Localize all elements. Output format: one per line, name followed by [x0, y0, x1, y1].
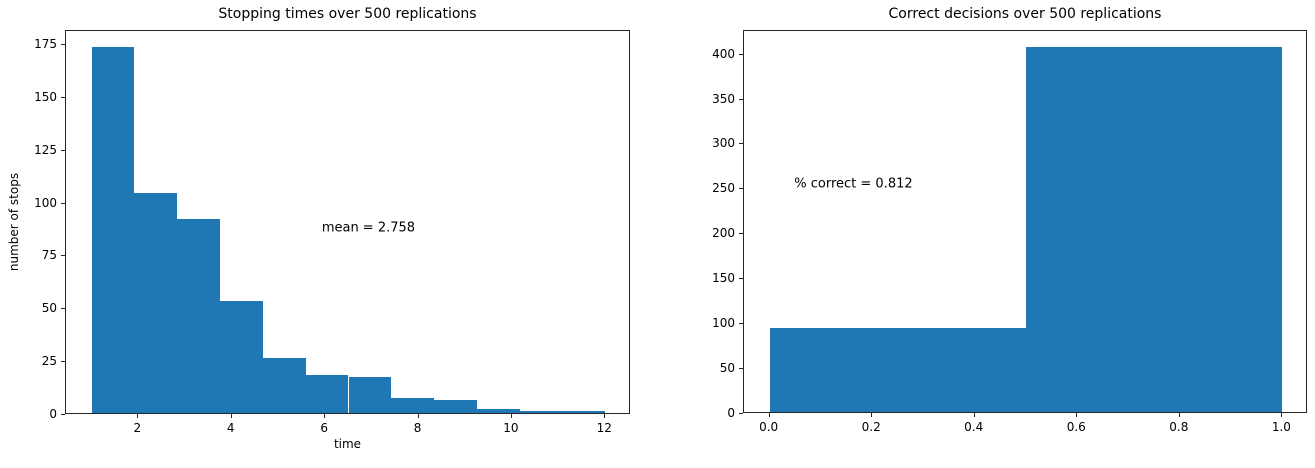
histogram-bar: [769, 327, 1026, 412]
y-tick-label: 150: [34, 89, 57, 104]
histogram-bar: [134, 193, 178, 413]
y-tick-mark: [739, 143, 743, 145]
x-tick-label: 0.0: [759, 420, 779, 434]
y-tick-mark: [61, 361, 65, 363]
x-tick-mark: [1076, 413, 1078, 417]
y-tick-label: 25: [41, 354, 57, 369]
histogram-bar: [519, 410, 563, 413]
x-tick-label: 4: [226, 421, 235, 435]
x-tick-mark: [230, 414, 232, 418]
y-tick-mark: [739, 53, 743, 55]
y-tick-label: 100: [34, 195, 57, 210]
x-tick-label: 0.4: [964, 420, 984, 434]
histogram-bar: [91, 47, 135, 413]
y-tick-label: 50: [41, 301, 57, 316]
histogram-bar: [177, 218, 221, 413]
x-tick-label: 10: [503, 421, 519, 435]
y-tick-label: 75: [41, 248, 57, 263]
x-tick-label: 2: [133, 421, 142, 435]
y-tick-label: 0: [727, 406, 735, 420]
histogram-bar: [220, 300, 263, 413]
x-tick-mark: [1281, 413, 1283, 417]
histogram-bar: [305, 374, 349, 413]
y-tick-label: 125: [34, 142, 57, 157]
x-tick-mark: [417, 414, 419, 418]
histogram-bar: [562, 410, 606, 413]
histogram-bar: [476, 408, 520, 413]
x-tick-mark: [1178, 413, 1180, 417]
y-tick-label: 400: [712, 46, 735, 61]
y-tick-label: 0: [49, 407, 57, 421]
y-tick-label: 300: [712, 136, 735, 151]
y-tick-label: 100: [712, 316, 735, 331]
plot-area: [65, 30, 630, 414]
x-tick-mark: [510, 414, 512, 418]
y-tick-mark: [61, 149, 65, 151]
y-tick-mark: [61, 202, 65, 204]
y-tick-mark: [739, 413, 743, 414]
y-tick-mark: [61, 44, 65, 46]
x-tick-label: 6: [320, 421, 328, 435]
y-tick-label: 50: [719, 361, 735, 376]
y-tick-label: 350: [712, 91, 735, 106]
x-tick-mark: [137, 414, 139, 418]
x-tick-label: 12: [596, 421, 612, 435]
y-tick-mark: [61, 414, 65, 415]
histogram-bar: [434, 400, 477, 413]
histogram-bar: [348, 377, 392, 413]
percent-correct-annotation: % correct = 0.812: [794, 176, 913, 192]
y-tick-mark: [739, 98, 743, 100]
x-tick-mark: [973, 413, 975, 417]
stopping-times-histogram: Stopping times over 500 replications num…: [7, 6, 630, 451]
histogram-bar: [391, 398, 435, 413]
y-tick-mark: [739, 368, 743, 370]
x-tick-mark: [768, 413, 770, 417]
y-tick-mark: [739, 233, 743, 235]
chart-title: Stopping times over 500 replications: [218, 6, 477, 22]
y-tick-label: 250: [712, 181, 735, 196]
x-tick-label: 8: [413, 421, 422, 435]
x-tick-label: 0.6: [1066, 420, 1086, 434]
y-tick-label: 175: [34, 37, 57, 52]
plot-area: [743, 30, 1307, 413]
x-tick-label: 1.0: [1271, 420, 1291, 434]
y-tick-mark: [739, 278, 743, 280]
y-tick-mark: [739, 188, 743, 190]
histogram-bar: [1026, 47, 1283, 412]
mean-annotation: mean = 2.758: [321, 220, 416, 236]
y-tick-label: 150: [712, 271, 735, 286]
y-tick-mark: [61, 96, 65, 98]
x-tick-label: 0.8: [1169, 420, 1189, 434]
x-tick-mark: [871, 413, 873, 417]
x-tick-mark: [604, 414, 606, 418]
correct-decisions-histogram: Correct decisions over 500 replications …: [712, 6, 1307, 434]
y-tick-label: 200: [712, 226, 735, 241]
y-tick-mark: [739, 323, 743, 325]
y-tick-mark: [61, 308, 65, 310]
y-tick-mark: [61, 255, 65, 257]
x-axis-label: time: [333, 437, 362, 451]
x-tick-mark: [324, 414, 326, 418]
chart-title: Correct decisions over 500 replications: [888, 6, 1162, 22]
histogram-bar: [262, 358, 306, 413]
x-tick-label: 0.2: [861, 420, 881, 434]
